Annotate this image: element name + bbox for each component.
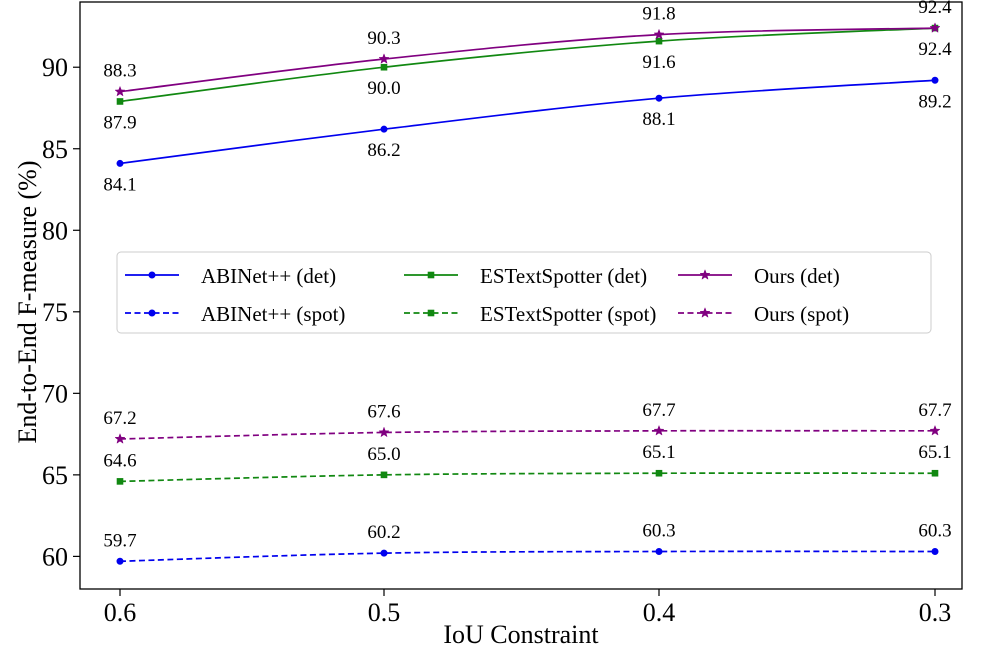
plot-frame [79,1,963,590]
data-label-estextspotter-spot: 65.0 [367,444,400,465]
data-point-abinet-spot [380,549,388,557]
legend-label-abinet-spot: ABINet++ (spot) [201,302,345,326]
series-layer [114,22,941,565]
data-label-estextspotter-spot: 65.1 [918,442,951,463]
y-tick-label: 70 [42,379,68,408]
series-abinet-spot [116,547,939,565]
legend-label-ours-spot: Ours (spot) [754,302,849,326]
data-label-ours-det: 88.3 [103,61,136,82]
data-label-ours-spot: 67.7 [918,400,951,421]
data-point-abinet-spot [655,547,663,555]
legend: ABINet++ (det) ESTextSpotter (det) Ours (d… [116,251,932,334]
y-tick-label: 90 [42,53,68,82]
data-point-ours-det [114,85,126,97]
data-labels: 84.1 86.2 88.1 89.2 59.7 60.2 60.3 60.3 87.9 90.0… [103,0,952,551]
x-tick-label: 0.5 [368,598,401,627]
legend-marker-ours-spot [699,307,711,318]
y-axis: 60 65 70 75 80 85 90 [42,53,80,571]
legend-item-estextspotter-spot: ESTextSpotter (spot) [404,302,656,326]
data-label-abinet-det: 88.1 [642,109,675,130]
series-estextspotter-spot [116,469,939,485]
legend-label-estextspotter-det: ESTextSpotter (det) [480,264,647,288]
y-axis-label: End-to-End F-measure (%) [13,160,42,443]
data-point-abinet-det [931,76,939,84]
series-line-ours-spot [119,429,936,440]
data-point-estextspotter-spot [380,471,388,479]
y-tick-label: 75 [42,298,68,327]
y-tick-label: 65 [42,461,68,490]
data-label-abinet-spot: 60.3 [918,520,951,541]
data-point-abinet-det [655,94,663,102]
data-label-ours-det: 91.8 [642,4,675,25]
y-tick-label: 60 [42,542,68,571]
legend-label-ours-det: Ours (det) [754,264,840,288]
data-label-estextspotter-det: 92.4 [918,39,952,60]
data-point-estextspotter-spot [931,469,939,477]
legend-label-abinet-det: ABINet++ (det) [201,264,336,288]
data-point-abinet-spot [116,557,124,565]
x-axis-label: IoU Constraint [443,620,599,649]
data-label-ours-det: 90.3 [367,28,400,49]
data-point-abinet-det [116,159,124,167]
data-label-estextspotter-spot: 64.6 [103,450,136,471]
data-label-ours-det: 92.4 [918,0,952,18]
x-tick-label: 0.3 [919,598,952,627]
data-point-abinet-spot [931,547,939,555]
x-axis: 0.6 0.5 0.4 0.3 [104,589,952,627]
data-label-estextspotter-spot: 65.1 [642,442,675,463]
data-label-abinet-det: 89.2 [918,91,951,112]
x-tick-label: 0.6 [104,598,137,627]
data-label-abinet-det: 86.2 [367,140,400,161]
series-ours-spot [114,424,941,444]
data-label-estextspotter-det: 91.6 [642,52,675,73]
series-line-ours-det [119,27,936,93]
data-label-estextspotter-det: 90.0 [367,78,400,99]
data-label-abinet-det: 84.1 [103,174,136,195]
data-point-ours-spot [378,426,390,438]
legend-label-estextspotter-spot: ESTextSpotter (spot) [480,302,656,326]
data-point-ours-spot [114,433,126,444]
series-ours-det [114,22,941,97]
series-estextspotter-det [116,24,939,105]
legend-item-ours-det: Ours (det) [678,264,840,288]
legend-item-abinet-spot: ABINet++ (spot) [125,302,345,326]
legend-marker-ours-det [699,269,711,280]
legend-item-abinet-det: ABINet++ (det) [125,264,336,288]
series-line-estextspotter-spot [119,472,936,483]
legend-marker-estextspotter-det [427,271,435,279]
legend-marker-abinet-spot [148,309,156,317]
data-point-estextspotter-det [116,98,124,105]
data-label-estextspotter-det: 87.9 [103,112,136,133]
y-tick-label: 80 [42,216,68,245]
legend-marker-estextspotter-spot [427,309,435,317]
y-tick-label: 85 [42,135,68,164]
series-line-abinet-det [119,79,936,165]
legend-marker-abinet-det [148,271,156,279]
legend-item-estextspotter-det: ESTextSpotter (det) [404,264,647,288]
data-label-abinet-spot: 59.7 [103,530,136,551]
data-label-ours-spot: 67.2 [103,408,136,429]
data-point-ours-det [653,28,665,40]
data-point-estextspotter-spot [655,469,663,477]
data-point-abinet-det [380,125,388,133]
data-label-abinet-spot: 60.3 [642,520,675,541]
series-line-abinet-spot [119,550,936,563]
data-point-ours-det [378,53,390,64]
series-line-estextspotter-det [119,27,936,103]
legend-item-ours-spot: Ours (spot) [678,302,849,326]
data-point-estextspotter-det [380,63,388,71]
data-label-abinet-spot: 60.2 [367,522,400,543]
x-tick-label: 0.4 [643,598,676,627]
data-point-ours-spot [653,424,665,436]
data-point-estextspotter-spot [116,478,124,485]
series-abinet-det [116,76,939,167]
data-point-estextspotter-det [655,37,663,45]
data-point-ours-spot [929,424,941,436]
data-label-ours-spot: 67.6 [367,401,400,422]
plot-area [79,1,963,590]
data-label-ours-spot: 67.7 [642,400,675,421]
data-point-ours-det [929,22,941,33]
